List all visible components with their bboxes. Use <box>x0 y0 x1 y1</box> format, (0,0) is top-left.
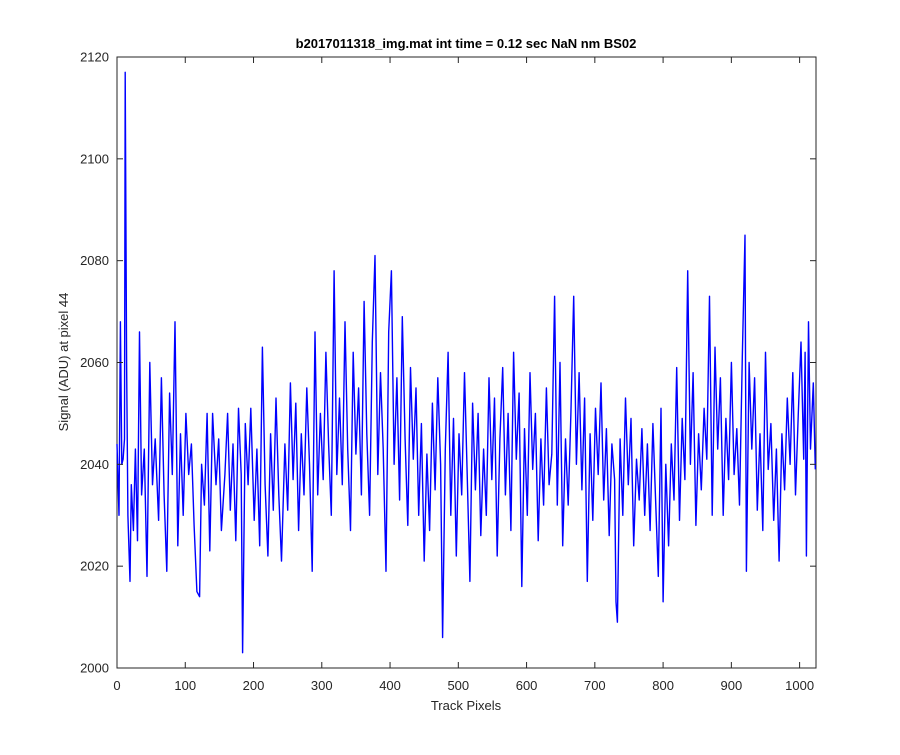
plot-area: 0 100 200 300 400 500 600 700 800 900 1000 2000 202… <box>80 50 817 693</box>
x-tick-label: 200 <box>243 678 265 693</box>
y-tick-label: 2020 <box>80 559 109 574</box>
x-tick-label: 400 <box>379 678 401 693</box>
x-tick-label: 700 <box>584 678 606 693</box>
y-tick-label: 2100 <box>80 151 109 166</box>
y-axis-label: Signal (ADU) at pixel 44 <box>56 293 71 432</box>
x-tick-label: 600 <box>516 678 538 693</box>
y-tick-label: 2120 <box>80 50 109 65</box>
x-tick-label: 100 <box>174 678 196 693</box>
y-tick-label: 2060 <box>80 355 109 370</box>
x-tick-label: 900 <box>721 678 743 693</box>
x-tick-label: 0 <box>113 678 120 693</box>
x-axis-label: Track Pixels <box>431 698 502 713</box>
y-tick-label: 2080 <box>80 253 109 268</box>
y-tick-label: 2040 <box>80 457 109 472</box>
series-layer <box>116 71 816 654</box>
x-tick-label: 1000 <box>785 678 814 693</box>
x-tick-label: 500 <box>447 678 469 693</box>
chart-title: b2017011318_img.mat int time = 0.12 sec … <box>296 36 637 51</box>
x-tick-label: 300 <box>311 678 333 693</box>
axes-box <box>116 56 817 669</box>
x-tick-label: 800 <box>652 678 674 693</box>
series-line-0 <box>116 71 816 654</box>
y-axis-ticks: 2000 2020 2040 2060 2080 2100 2120 <box>80 50 816 676</box>
x-axis-ticks: 0 100 200 300 400 500 600 700 800 900 1000 <box>113 57 814 693</box>
y-tick-label: 2000 <box>80 661 109 676</box>
